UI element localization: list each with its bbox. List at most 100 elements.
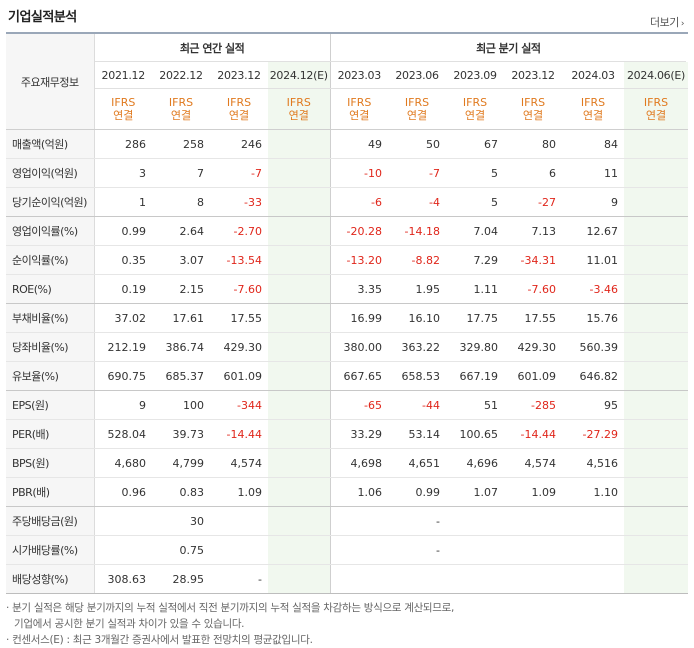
table-cell: 1 xyxy=(93,187,152,217)
ifrs-top: IFRS xyxy=(580,96,606,109)
table-cell xyxy=(562,506,625,536)
table-cell: 363.22 xyxy=(388,332,447,362)
table-cell: 6 xyxy=(504,158,563,188)
table-cell: 1.07 xyxy=(446,477,505,507)
table-cell: 7.04 xyxy=(446,216,505,246)
table-cell: 2.64 xyxy=(152,216,210,246)
table-cell: 33.29 xyxy=(329,419,389,449)
table-cell: -44 xyxy=(388,390,447,420)
table-cell: 685.37 xyxy=(152,361,210,391)
ifrs-bottom: 연결 xyxy=(522,109,544,122)
table-cell: -34.31 xyxy=(504,245,563,275)
table-row: 순이익률(%) 0.35 3.07 -13.54 -13.20 -8.82 7.29 -34.… xyxy=(6,245,688,275)
table-cell: 1.95 xyxy=(388,274,447,304)
table-cell: 9 xyxy=(93,390,152,420)
table-cell xyxy=(446,535,505,565)
table-cell xyxy=(624,245,688,275)
table-cell: 1.06 xyxy=(329,477,389,507)
table-cell: 0.99 xyxy=(388,477,447,507)
annual-group-header: 최근 연간 실적 xyxy=(93,33,331,62)
ifrs-label: IFRS 연결 xyxy=(93,88,152,130)
table-cell: 12.67 xyxy=(562,216,625,246)
table-cell xyxy=(268,274,331,304)
table-cell: 690.75 xyxy=(93,361,152,391)
table-cell xyxy=(504,535,563,565)
table-cell: -7.60 xyxy=(210,274,268,304)
financial-table: 주요재무정보 최근 연간 실적 최근 분기 실적 2021.12 2022.12 2023… xyxy=(6,32,688,594)
ifrs-label: IFRS 연결 xyxy=(210,88,268,130)
ifrs-bottom: 연결 xyxy=(113,109,134,122)
table-cell: 15.76 xyxy=(562,303,625,333)
table-cell xyxy=(268,216,331,246)
row-label: EPS(원) xyxy=(6,390,95,420)
table-cell xyxy=(624,303,688,333)
table-cell: -27.29 xyxy=(562,419,625,449)
table-cell: -8.82 xyxy=(388,245,447,275)
row-label: 영업이익(억원) xyxy=(6,158,95,188)
table-cell: 4,696 xyxy=(446,448,505,478)
table-cell: 7.13 xyxy=(504,216,563,246)
row-label: BPS(원) xyxy=(6,448,95,478)
header-ifrs-row: IFRS 연결 IFRS 연결 IFRS 연결 IFRS 연결 IFRS 연결 IFRS 연결 IFRS… xyxy=(6,88,688,130)
table-cell: -14.44 xyxy=(210,419,268,449)
period-header: 2021.12 xyxy=(93,61,152,89)
table-cell xyxy=(268,419,331,449)
table-row: 주당배당금(원) 30 - xyxy=(6,506,688,536)
row-label: 시가배당률(%) xyxy=(6,535,95,565)
table-cell xyxy=(446,564,505,594)
table-row: PBR(배) 0.96 0.83 1.09 1.06 0.99 1.07 1.09 1.10 xyxy=(6,477,688,507)
table-cell: 5 xyxy=(446,187,505,217)
table-cell: 95 xyxy=(562,390,625,420)
table-cell: 601.09 xyxy=(210,361,268,391)
ifrs-bottom: 연결 xyxy=(582,109,604,122)
table-row: 영업이익(억원) 3 7 -7 -10 -7 5 6 11 xyxy=(6,158,688,188)
table-cell: 17.75 xyxy=(446,303,505,333)
table-cell: 2.15 xyxy=(152,274,210,304)
more-label: 더보기 xyxy=(650,16,679,29)
corner-header: 주요재무정보 xyxy=(6,33,95,130)
ifrs-top: IFRS xyxy=(404,96,430,109)
table-cell: 16.10 xyxy=(388,303,447,333)
ifrs-label: IFRS 연결 xyxy=(562,88,625,130)
chevron-right-icon: › xyxy=(680,19,685,29)
table-row: 시가배당률(%) 0.75 - xyxy=(6,535,688,565)
header-group-row: 주요재무정보 최근 연간 실적 최근 분기 실적 xyxy=(6,33,688,130)
table-cell: 7.29 xyxy=(446,245,505,275)
table-cell: 100.65 xyxy=(446,419,505,449)
section-title: 기업실적분석 xyxy=(8,10,77,25)
footnote-2: 기업에서 공시한 분기 실적과 차이가 있을 수 있습니다. xyxy=(14,618,245,630)
table-cell: 4,516 xyxy=(562,448,625,478)
table-cell: - xyxy=(210,564,268,594)
footnote-1: · 분기 실적은 해당 분기까지의 누적 실적에서 직전 분기까지의 누적 실적… xyxy=(6,602,455,614)
ifrs-label: IFRS 연결 xyxy=(504,88,563,130)
row-label: 부채비율(%) xyxy=(6,303,95,333)
table-cell: 286 xyxy=(93,129,152,159)
period-header: 2023.09 xyxy=(446,61,505,89)
ifrs-top: IFRS xyxy=(111,96,136,109)
table-cell xyxy=(210,506,268,536)
ifrs-bottom: 연결 xyxy=(228,109,250,122)
table-cell: 7 xyxy=(152,158,210,188)
ifrs-label: IFRS 연결 xyxy=(388,88,447,130)
ifrs-top: IFRS xyxy=(226,96,252,109)
table-cell: 308.63 xyxy=(93,564,152,594)
table-row: 매출액(억원) 286 258 246 49 50 67 80 84 xyxy=(6,129,688,159)
row-label: 당기순이익(억원) xyxy=(6,187,95,217)
table-cell: -7 xyxy=(388,158,447,188)
table-cell: 16.99 xyxy=(329,303,389,333)
table-cell xyxy=(268,129,331,159)
more-link[interactable]: 더보기 › xyxy=(650,14,685,30)
ifrs-label: IFRS 연결 xyxy=(446,88,505,130)
table-cell: 667.19 xyxy=(446,361,505,391)
table-cell xyxy=(93,506,152,536)
table-row: EPS(원) 9 100 -344 -65 -44 51 -285 95 xyxy=(6,390,688,420)
row-label: ROE(%) xyxy=(6,274,95,304)
table-cell: 0.96 xyxy=(93,477,152,507)
table-cell: 0.75 xyxy=(152,535,210,565)
table-cell xyxy=(329,564,389,594)
table-cell: 4,680 xyxy=(93,448,152,478)
period-header: 2023.03 xyxy=(329,61,389,89)
table-cell xyxy=(624,477,688,507)
ifrs-label: IFRS 연결 xyxy=(329,88,389,130)
table-cell: 667.65 xyxy=(329,361,389,391)
